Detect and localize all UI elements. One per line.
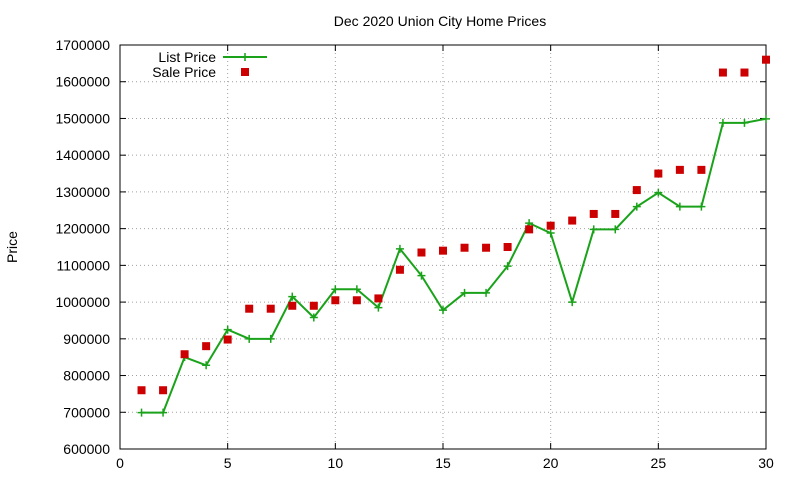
y-tick-label: 1600000 bbox=[55, 74, 110, 90]
legend-marker bbox=[241, 68, 249, 76]
x-tick-label: 30 bbox=[758, 455, 774, 471]
data-point bbox=[223, 335, 232, 344]
data-point bbox=[266, 304, 275, 313]
data-point bbox=[611, 225, 620, 234]
data-point bbox=[309, 301, 318, 310]
data-point bbox=[137, 386, 146, 395]
x-tick-label: 10 bbox=[328, 455, 344, 471]
y-tick-label: 1700000 bbox=[55, 37, 110, 53]
data-point bbox=[675, 165, 684, 174]
y-tick-label: 1000000 bbox=[55, 294, 110, 310]
y-tick-label: 800000 bbox=[63, 368, 110, 384]
data-point bbox=[288, 292, 297, 301]
chart-title: Dec 2020 Union City Home Prices bbox=[334, 13, 546, 29]
data-point bbox=[137, 408, 146, 417]
data-point bbox=[740, 118, 749, 127]
data-point bbox=[546, 221, 555, 230]
data-point bbox=[245, 304, 254, 313]
data-point bbox=[762, 114, 770, 123]
data-point bbox=[546, 229, 555, 238]
data-point bbox=[589, 225, 598, 234]
series-1 bbox=[137, 55, 770, 395]
data-point bbox=[589, 209, 598, 218]
y-axis-label: Price bbox=[4, 231, 20, 263]
x-tick-label: 20 bbox=[543, 455, 559, 471]
legend-label: Sale Price bbox=[152, 64, 216, 80]
data-point bbox=[762, 55, 770, 64]
y-tick-label: 900000 bbox=[63, 331, 110, 347]
data-point bbox=[331, 285, 340, 294]
data-point bbox=[482, 243, 491, 252]
data-point bbox=[568, 298, 577, 307]
y-tick-label: 1200000 bbox=[55, 221, 110, 237]
y-tick-label: 1400000 bbox=[55, 147, 110, 163]
data-point bbox=[417, 271, 426, 280]
grid bbox=[120, 45, 766, 449]
data-point bbox=[288, 301, 297, 310]
data-point bbox=[309, 313, 318, 322]
data-point bbox=[245, 334, 254, 343]
data-point bbox=[654, 169, 663, 178]
y-tick-label: 1300000 bbox=[55, 184, 110, 200]
data-point bbox=[460, 288, 469, 297]
data-point bbox=[417, 248, 426, 257]
data-point bbox=[460, 243, 469, 252]
data-point bbox=[718, 118, 727, 127]
plot-series bbox=[137, 55, 770, 417]
data-point bbox=[266, 334, 275, 343]
data-point bbox=[223, 325, 232, 334]
data-point bbox=[632, 202, 641, 211]
data-point bbox=[503, 243, 512, 251]
x-tick-label: 15 bbox=[435, 455, 451, 471]
data-point bbox=[611, 209, 620, 218]
data-point bbox=[374, 303, 383, 312]
y-tick-label: 700000 bbox=[63, 404, 110, 420]
data-point bbox=[740, 68, 749, 77]
legend-label: List Price bbox=[158, 49, 216, 65]
y-tick-label: 1500000 bbox=[55, 110, 110, 126]
data-point bbox=[352, 296, 361, 305]
data-point bbox=[374, 294, 383, 303]
data-point bbox=[482, 288, 491, 297]
data-point bbox=[159, 386, 168, 395]
x-tick-label: 5 bbox=[224, 455, 232, 471]
x-tick-label: 0 bbox=[116, 455, 124, 471]
data-point bbox=[331, 296, 340, 305]
x-tick-label: 25 bbox=[651, 455, 667, 471]
data-point bbox=[395, 265, 404, 274]
data-point bbox=[718, 68, 727, 77]
data-point bbox=[697, 202, 706, 211]
data-point bbox=[675, 202, 684, 211]
data-point bbox=[352, 285, 361, 294]
series-line bbox=[141, 117, 767, 414]
legend-marker bbox=[241, 53, 249, 61]
data-point bbox=[202, 361, 211, 370]
data-point bbox=[503, 262, 512, 271]
data-point bbox=[654, 188, 663, 197]
data-point bbox=[568, 216, 577, 225]
y-tick-label: 600000 bbox=[63, 441, 110, 457]
data-point bbox=[439, 246, 447, 255]
data-point bbox=[697, 165, 706, 174]
data-point bbox=[202, 342, 211, 351]
y-tick-label: 1100000 bbox=[57, 257, 111, 273]
axes: 0 5 10 15 20 25 30 600000 700000 800000 900000 1000… bbox=[55, 37, 774, 471]
data-point bbox=[439, 306, 447, 315]
data-point bbox=[180, 350, 189, 359]
data-point bbox=[395, 244, 404, 253]
data-point bbox=[525, 225, 534, 234]
data-point bbox=[632, 186, 641, 195]
data-point bbox=[159, 408, 168, 417]
